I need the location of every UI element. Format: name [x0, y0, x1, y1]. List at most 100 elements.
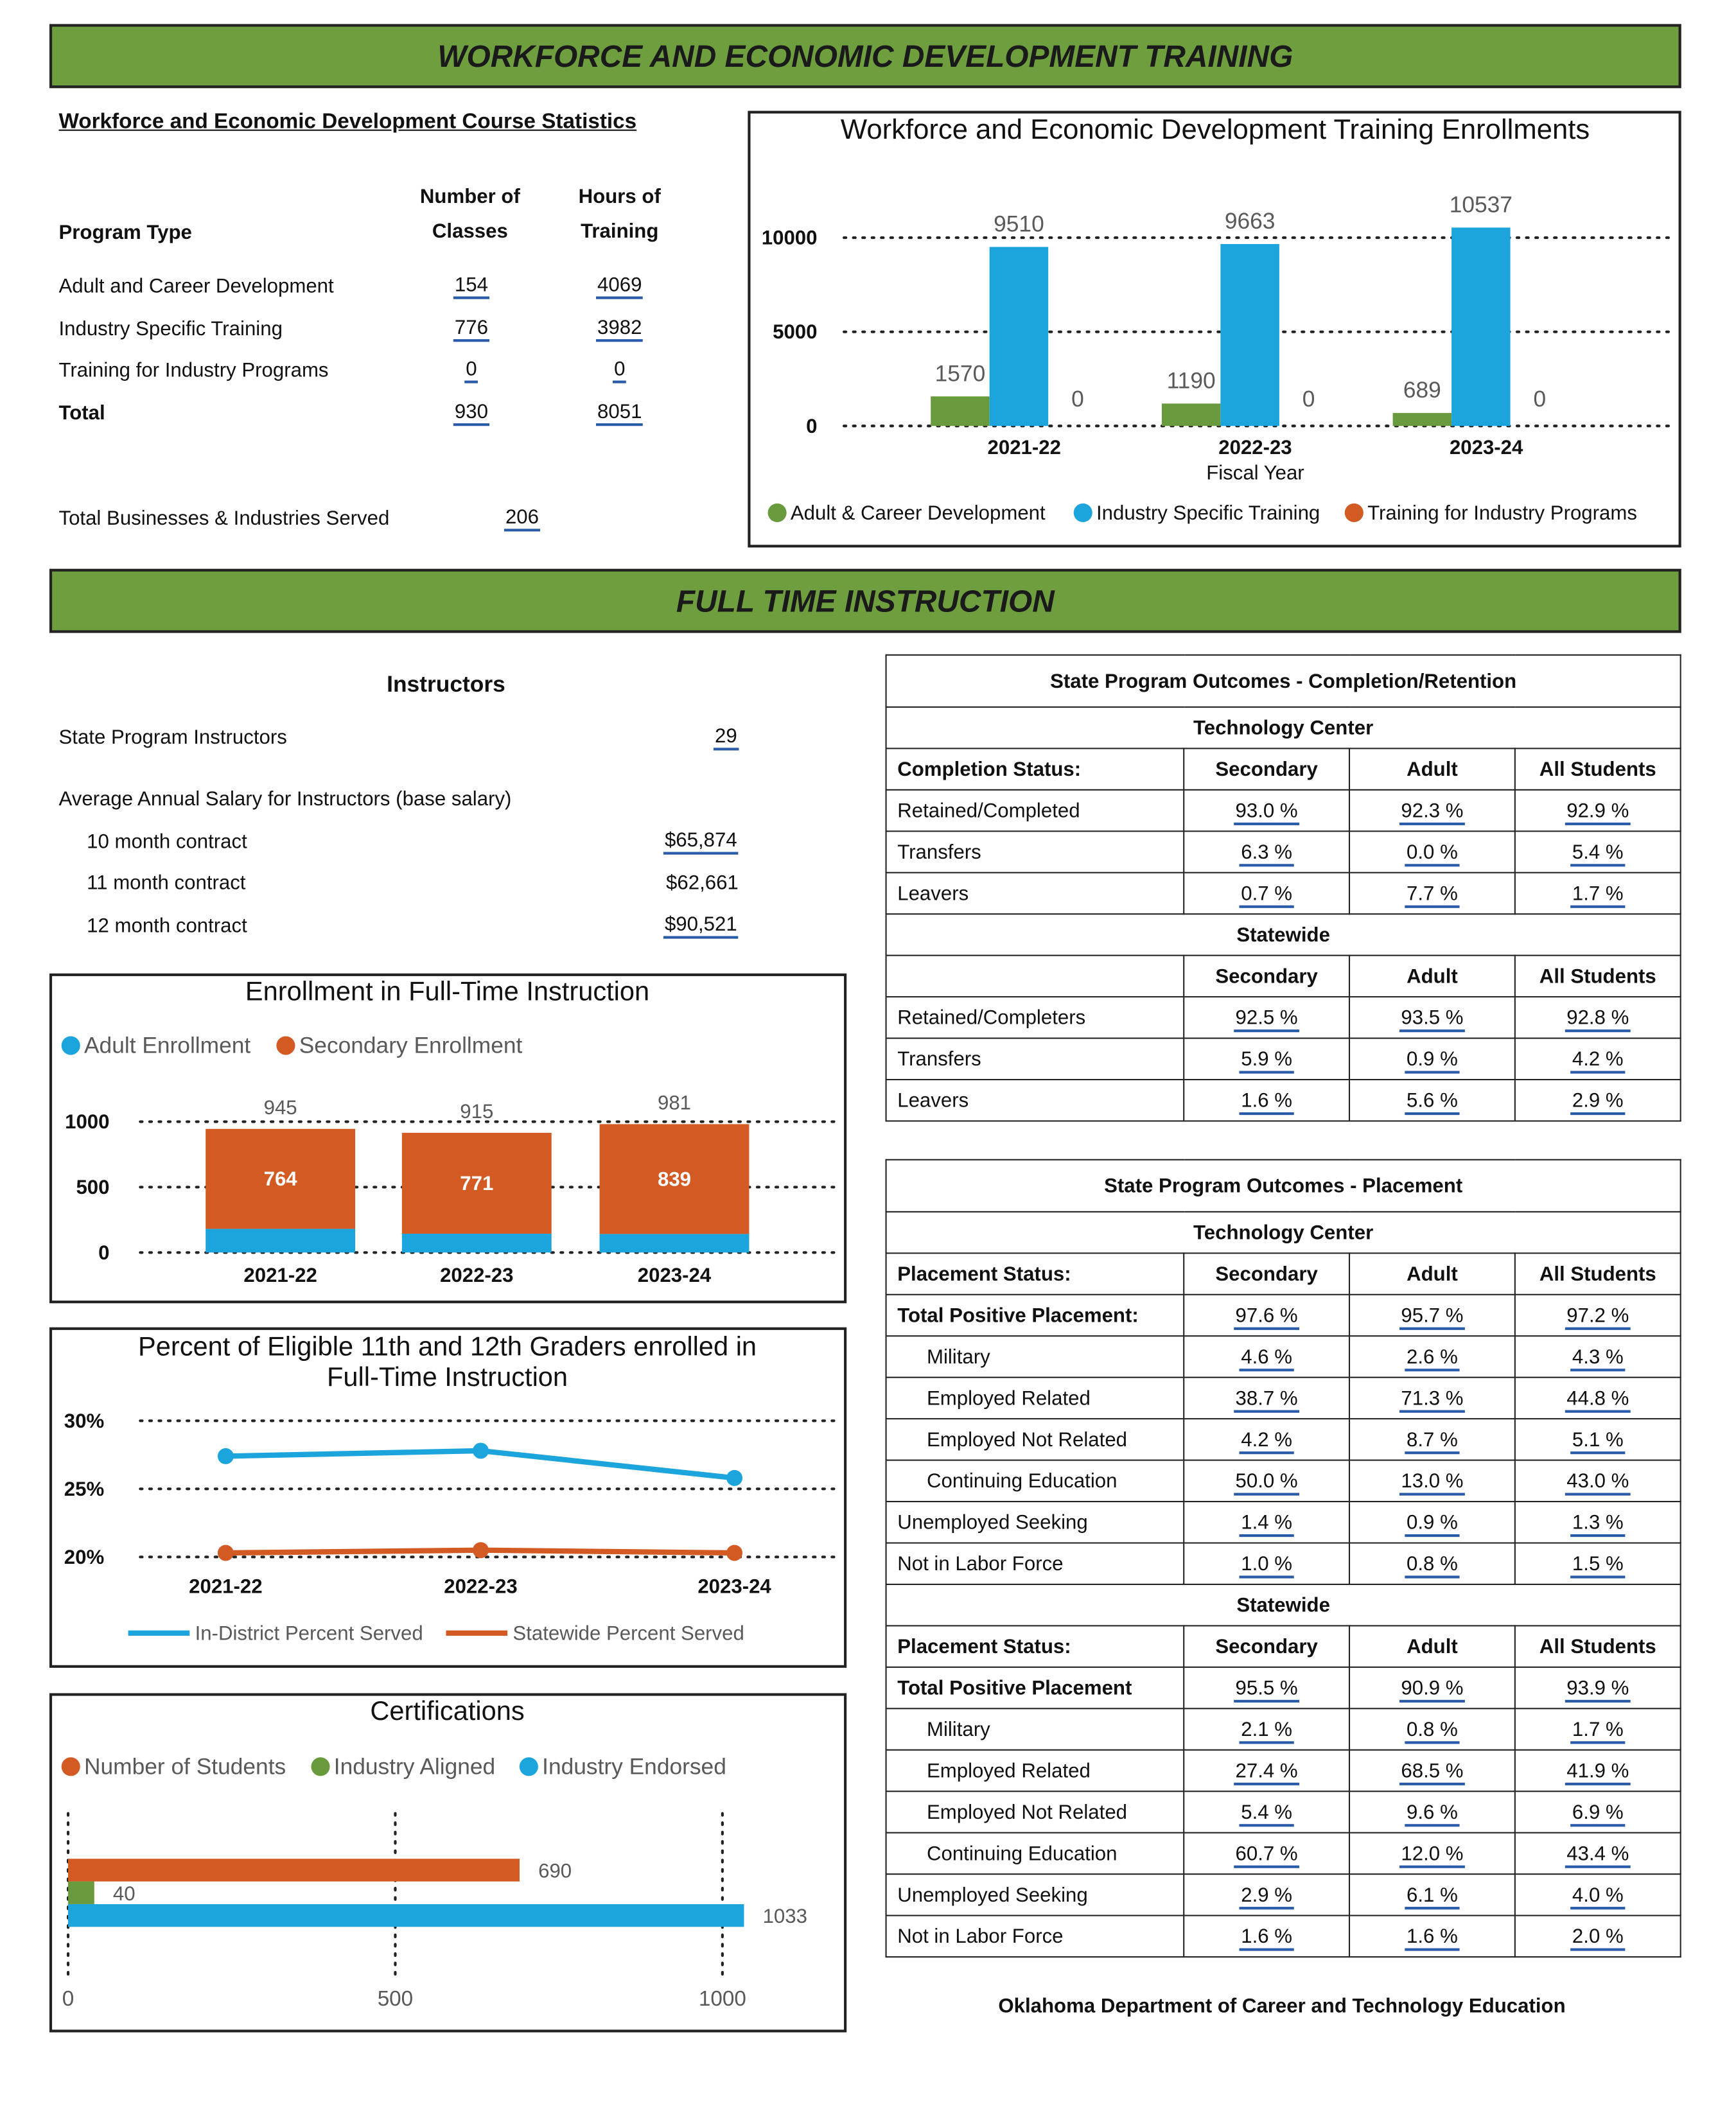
bar-adult-career: [1392, 413, 1452, 426]
table-row: Total Positive Placement: 97.6 % 95.7 % 97.…: [885, 1293, 1681, 1337]
percent-value: 2.1 %: [1240, 1717, 1294, 1744]
row-label: Military: [885, 1335, 1185, 1378]
data-label: 0: [1533, 387, 1546, 412]
table-row: Transfers 5.9 % 0.9 % 4.2 %: [885, 1037, 1681, 1081]
percent-value: 0.0 %: [1405, 840, 1459, 866]
table-row: Unemployed Seeking 1.4 % 0.9 % 1.3 %: [885, 1501, 1681, 1544]
percent-value: 92.8 %: [1565, 1006, 1631, 1032]
column-header: Placement Status:: [885, 1625, 1185, 1668]
hours-value: 8051: [595, 401, 644, 426]
y-tick-label: 30%: [64, 1410, 104, 1432]
total-label: 915: [460, 1100, 493, 1123]
percent-value: 12.0 %: [1399, 1842, 1465, 1868]
table-row: Military 2.1 % 0.8 % 1.7 %: [885, 1708, 1681, 1751]
data-label: 0: [1302, 387, 1315, 412]
legend-marker: [767, 503, 787, 522]
percent-value: 1.7 %: [1570, 1717, 1625, 1744]
data-point: [726, 1469, 743, 1486]
percent-value: 0.8 %: [1405, 1552, 1459, 1578]
percent-eligible-chart: [49, 1327, 847, 1668]
percent-value: 6.9 %: [1570, 1800, 1625, 1826]
program-type-header: Program Type: [58, 222, 192, 245]
data-label: 9663: [1225, 209, 1276, 234]
row-label: Transfers: [885, 1037, 1185, 1081]
y-tick-label: 10000: [762, 227, 818, 249]
bar-adult-career: [931, 396, 990, 426]
percent-value: 93.9 %: [1565, 1676, 1631, 1702]
table-section-heading: Technology Center: [885, 1211, 1681, 1254]
row-label: Employed Not Related: [885, 1791, 1185, 1834]
legend-label: In-District Percent Served: [195, 1622, 423, 1644]
column-header: All Students: [1514, 1625, 1681, 1668]
table-row: Total Positive Placement 95.5 % 90.9 % 93.9…: [885, 1666, 1681, 1710]
bar-adult-enrollment: [206, 1229, 356, 1253]
column-header: Placement Status:: [885, 1252, 1185, 1295]
table-section-heading: Statewide: [885, 913, 1681, 956]
percent-value: 41.9 %: [1565, 1759, 1631, 1785]
bar-adult-enrollment: [599, 1234, 750, 1253]
table-row: Transfers 6.3 % 0.0 % 5.4 %: [885, 830, 1681, 873]
row-label: Employed Related: [885, 1376, 1185, 1420]
bar-secondary-enrollment: [599, 1124, 750, 1234]
contract-label: 11 month contract: [87, 871, 246, 895]
percent-value: 4.2 %: [1240, 1428, 1294, 1454]
hours-value: 3982: [595, 317, 644, 342]
data-label: 764: [264, 1168, 298, 1190]
percent-value: 92.5 %: [1234, 1006, 1299, 1032]
classes-header-1: Number of: [419, 186, 520, 209]
legend-marker: [61, 1036, 80, 1055]
chart-title: Certifications: [370, 1695, 524, 1726]
percent-value: 4.0 %: [1570, 1883, 1625, 1909]
x-tick-label: 2023-24: [638, 1264, 712, 1286]
bar-industry-endorsed: [68, 1904, 744, 1927]
percent-value: 95.7 %: [1399, 1304, 1465, 1329]
percent-value: 60.7 %: [1234, 1842, 1299, 1868]
percent-value: 1.6 %: [1405, 1925, 1459, 1950]
row-label: Employed Not Related: [885, 1418, 1185, 1461]
percent-value: 44.8 %: [1565, 1387, 1631, 1412]
contract-salary-value: $62,661: [666, 871, 739, 895]
percent-value: 95.5 %: [1234, 1676, 1299, 1702]
percent-value: 1.6 %: [1240, 1089, 1294, 1115]
column-header: Completion Status:: [885, 748, 1185, 791]
bar-industry-specific: [989, 247, 1049, 426]
row-label: Unemployed Seeking: [885, 1501, 1185, 1544]
completion-retention-table: State Program Outcomes - Completion/Rete…: [885, 654, 1681, 1122]
legend-label: Industry Specific Training: [1096, 502, 1320, 524]
hours-header-2: Training: [581, 220, 659, 243]
legend-label: Adult Enrollment: [84, 1033, 250, 1058]
workforce-banner: WORKFORCE AND ECONOMIC DEVELOPMENT TRAIN…: [49, 24, 1681, 89]
row-label: Employed Related: [885, 1749, 1185, 1792]
hours-value: 0: [612, 358, 627, 383]
businesses-served-label: Total Businesses & Industries Served: [58, 507, 390, 530]
percent-value: 2.9 %: [1240, 1883, 1294, 1909]
table-row: Continuing Education 50.0 % 13.0 % 43.0 %: [885, 1459, 1681, 1503]
percent-value: 93.5 %: [1399, 1006, 1465, 1032]
legend-marker: [1073, 503, 1092, 522]
total-label: 981: [658, 1092, 691, 1114]
percent-value: 97.6 %: [1234, 1304, 1299, 1329]
percent-value: 43.0 %: [1565, 1469, 1631, 1495]
classes-value: 930: [453, 401, 490, 426]
legend-label: Adult & Career Development: [791, 502, 1046, 524]
percent-value: 1.3 %: [1570, 1511, 1625, 1537]
table-row: Leavers 0.7 % 7.7 % 1.7 %: [885, 871, 1681, 915]
percent-value: 92.3 %: [1399, 799, 1465, 825]
percent-value: 5.9 %: [1240, 1047, 1294, 1073]
percent-value: 1.0 %: [1240, 1552, 1294, 1578]
percent-value: 5.4 %: [1570, 840, 1625, 866]
row-label: Retained/Completers: [885, 996, 1185, 1039]
percent-value: 92.9 %: [1565, 799, 1631, 825]
legend-marker: [61, 1757, 80, 1776]
row-label: Leavers: [885, 871, 1185, 915]
percent-value: 43.4 %: [1565, 1842, 1631, 1868]
data-label: 9510: [994, 212, 1044, 237]
contract-label: 12 month contract: [87, 915, 247, 938]
table-section-heading: Statewide: [885, 1583, 1681, 1627]
bar-students: [68, 1859, 520, 1882]
percent-value: 93.0 %: [1234, 799, 1299, 825]
row-label: Continuing Education: [885, 1459, 1185, 1503]
data-label: 0: [1071, 387, 1084, 412]
row-label: Not in Labor Force: [885, 1914, 1185, 1958]
y-tick-label: 0: [98, 1241, 109, 1264]
